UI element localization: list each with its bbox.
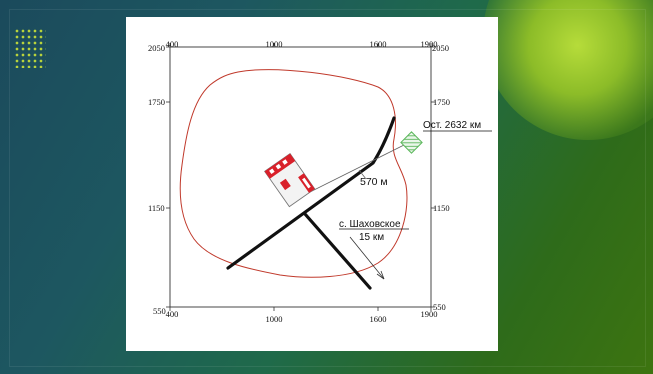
facility-center-block <box>279 178 291 191</box>
x-tick-top-1900: 1900 <box>421 39 438 49</box>
roads <box>226 116 396 290</box>
y-tick-right-1150: 1150 <box>433 203 450 213</box>
x-tick-bottom-1000: 1000 <box>266 314 283 324</box>
y-tick-left-2050: 2050 <box>148 43 165 53</box>
station-area <box>400 131 423 154</box>
station-leader-line <box>295 140 413 200</box>
facility-window <box>275 163 282 170</box>
y-tick-right-2050: 2050 <box>432 43 449 53</box>
facility-window <box>282 159 288 165</box>
x-tick-bottom-1900: 1900 <box>421 309 438 319</box>
map-frame <box>169 46 432 308</box>
x-tick-bottom-1600: 1600 <box>370 314 387 324</box>
x-tick-top-1600: 1600 <box>370 39 387 49</box>
x-tick-bottom-400: 400 <box>166 309 179 319</box>
x-tick-top-400: 400 <box>166 39 179 49</box>
y-tick-right-1750: 1750 <box>433 97 450 107</box>
facility-window <box>269 168 275 175</box>
facility <box>264 152 316 208</box>
y-tick-left-1150: 1150 <box>148 203 165 213</box>
site-map: 400 1000 1600 1900 400 1000 1600 1900 20… <box>148 39 492 324</box>
village-label: с. Шаховское <box>339 219 401 230</box>
y-tick-left-1750: 1750 <box>148 97 165 107</box>
direction-arrow <box>349 236 385 280</box>
branch-road <box>303 212 372 290</box>
slide-frame <box>9 9 646 367</box>
distance-leader-line <box>358 169 367 180</box>
decorative-dot-grid <box>14 28 46 68</box>
village-distance-label: 15 км <box>359 232 384 243</box>
facility-side-window <box>302 177 311 189</box>
station-label: Ост. 2632 км <box>423 120 481 131</box>
y-tick-left-550: 550 <box>153 306 166 316</box>
main-road <box>226 116 396 270</box>
y-tick-right-550: 550 <box>433 302 446 312</box>
sanitary-zone-contour <box>179 69 408 278</box>
distance-label: 570 м <box>360 176 388 188</box>
x-tick-top-1000: 1000 <box>266 39 283 49</box>
map-figure-panel: 400 1000 1600 1900 400 1000 1600 1900 20… <box>126 17 498 351</box>
axis-ticks <box>166 43 435 311</box>
